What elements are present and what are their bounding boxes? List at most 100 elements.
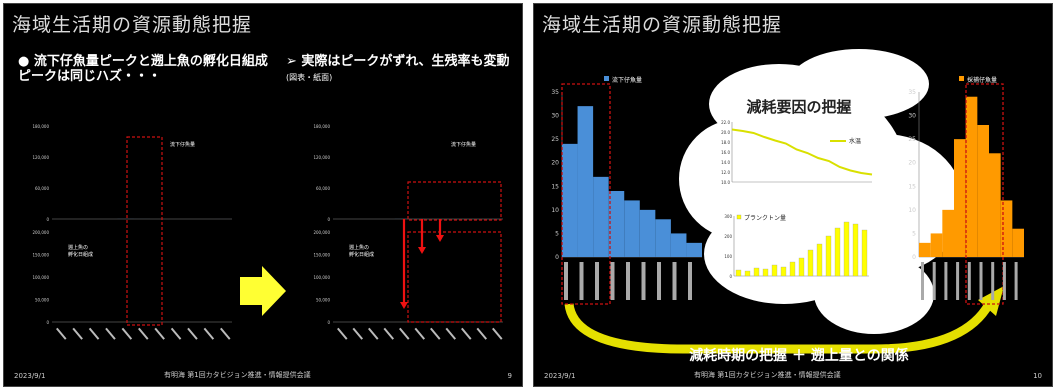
y-tick-label: 22.0 <box>721 120 730 125</box>
y-tick-label: 25 <box>908 136 916 143</box>
slide-right-charts: 減耗要因の把握 流下仔魚量 採捕仔魚量 水温 プランクトン量 減耗時期の把握 ＋… <box>551 49 1024 364</box>
bar <box>655 219 671 257</box>
x-tick-label <box>610 262 615 300</box>
bar <box>1000 200 1013 257</box>
y-tick-label: 100,000 <box>32 275 49 280</box>
bar <box>735 269 742 277</box>
y-tick-label: 20.0 <box>721 130 730 135</box>
bar <box>771 264 778 277</box>
cloud-title: 減耗要因の把握 <box>746 98 851 116</box>
bar <box>977 125 989 257</box>
x-tick-label <box>430 327 441 340</box>
legend-top-right: 流下仔魚量 <box>451 141 476 148</box>
bar <box>942 209 954 257</box>
x-tick-label <box>921 262 924 300</box>
y-tick-label: 50,000 <box>316 298 330 303</box>
bullet-peak-shift-text: ➢ 実際はピークがずれ、生残率も変動 <box>286 54 510 69</box>
x-tick-label <box>956 262 960 300</box>
red-arrowhead-icon <box>418 247 426 254</box>
y-tick-label: 200,000 <box>32 230 49 235</box>
arrow-right-icon <box>240 266 286 316</box>
red-arrowhead-icon <box>436 235 444 242</box>
bullet-note: (図表・紙面) <box>286 73 333 82</box>
x-tick-label <box>944 262 948 300</box>
x-tick-label <box>414 327 426 340</box>
y-tick-label: 20 <box>908 160 916 167</box>
y-tick-label: 25 <box>551 136 559 143</box>
footer-date: 2023/9/1 <box>544 372 576 380</box>
bar <box>639 209 656 257</box>
temperature-line <box>731 128 873 176</box>
bar <box>744 270 751 277</box>
bar <box>807 249 814 277</box>
legend-bottom-right-2: 孵化日組成 <box>349 251 374 258</box>
bar <box>852 223 859 277</box>
x-tick-label <box>55 327 67 340</box>
highlight-box <box>126 136 163 326</box>
caption: 減耗時期の把握 ＋ 遡上量との関係 <box>689 347 909 364</box>
y-tick-label: 10 <box>551 207 559 214</box>
x-tick-label <box>337 327 348 340</box>
x-tick-label <box>626 262 630 300</box>
legend-left: 流下仔魚量 <box>612 76 642 84</box>
bar <box>843 221 850 277</box>
y-tick-label: 180,000 <box>313 124 330 129</box>
x-tick-label <box>641 262 646 300</box>
x-tick-label <box>491 327 503 340</box>
y-tick-label: 30 <box>551 113 559 120</box>
x-tick-label <box>595 262 599 300</box>
bar <box>919 242 931 257</box>
y-tick-label: 100 <box>724 254 732 259</box>
y-tick-label: 100,000 <box>313 275 330 280</box>
y-tick-label: 150,000 <box>313 253 330 258</box>
x-tick-label <box>688 262 692 300</box>
bar <box>954 139 966 257</box>
bar <box>1012 228 1024 257</box>
bar <box>798 257 805 277</box>
y-tick-label: 16.0 <box>721 150 730 155</box>
highlight-box <box>561 83 611 305</box>
x-tick-label <box>219 327 231 340</box>
x-tick-label <box>445 327 457 340</box>
page-number: 9 <box>507 372 512 380</box>
slide-left-charts: 流下仔魚量 遡上魚の 孵化日組成 流下仔魚量 遡上魚の 孵化日組成 0 60,00… <box>32 124 503 340</box>
footer-text: 有明海 第1回カタビジョン推進・情報提供会議 <box>694 371 841 379</box>
line-legend: 水温 <box>849 137 861 145</box>
bar <box>780 266 787 277</box>
slide-title: 海域生活期の資源動態把握 <box>12 14 253 36</box>
bullet-peak-shift: ➢ 実際はピークがずれ、生残率も変動 (図表・紙面) <box>286 54 518 85</box>
bar <box>930 233 943 257</box>
y-tick-label: 12.0 <box>721 170 730 175</box>
x-tick-label <box>352 327 364 340</box>
x-tick-label <box>88 327 100 340</box>
x-tick-label <box>399 327 410 340</box>
x-tick-label <box>154 327 165 340</box>
bar <box>834 227 841 277</box>
y-tick-label: 15 <box>551 183 559 190</box>
x-tick-label <box>72 327 83 340</box>
bar <box>670 233 687 257</box>
bar <box>577 106 594 258</box>
y-tick-label: 300 <box>724 214 732 219</box>
y-tick-label: 200 <box>724 234 732 239</box>
x-tick-label <box>383 327 395 340</box>
y-tick-label: 5 <box>912 230 916 237</box>
legend-swatch-left <box>604 76 609 81</box>
y-tick-label: 35 <box>551 89 559 96</box>
y-tick-label: 0 <box>46 320 49 325</box>
x-tick-label <box>564 262 568 300</box>
slide-right: 海域生活期の資源動態把握 減耗要因の把握 流下仔魚量 採捕仔魚量 水温 プランク… <box>533 3 1053 387</box>
y-tick-label: 0 <box>912 254 916 261</box>
bar <box>608 191 625 257</box>
bar <box>762 268 769 277</box>
y-tick-label: 60,000 <box>35 186 49 191</box>
x-tick-label <box>579 262 584 300</box>
y-tick-label: 120,000 <box>313 155 330 160</box>
y-tick-label: 50,000 <box>35 298 49 303</box>
legend-bottom-left-1: 遡上魚の <box>68 244 88 251</box>
x-tick-label <box>203 327 215 340</box>
swoosh-arrowhead-icon <box>978 286 1004 316</box>
legend-swatch-right <box>959 76 964 81</box>
y-tick-label: 10 <box>908 207 916 214</box>
highlight-box <box>407 181 502 221</box>
